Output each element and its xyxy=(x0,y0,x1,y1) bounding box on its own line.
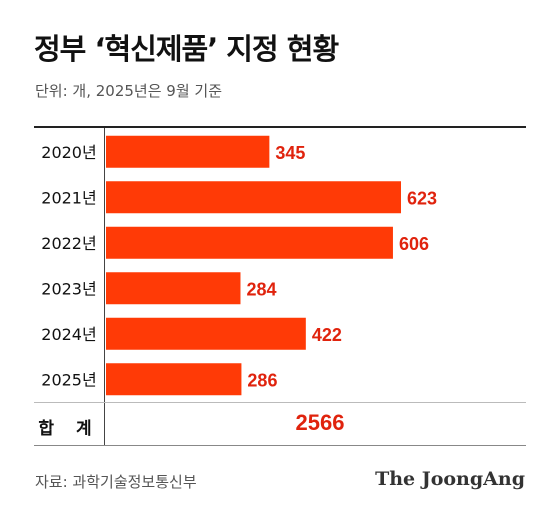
category-label: 2022년 xyxy=(41,234,96,253)
total-label: 합 계 xyxy=(38,419,100,439)
category-divider xyxy=(104,128,105,445)
source-note: 자료: 과학기술정보통신부 xyxy=(35,473,197,491)
bar xyxy=(106,317,306,350)
bar xyxy=(106,226,393,259)
bar-value-label: 286 xyxy=(247,370,277,390)
category-label: 2025년 xyxy=(41,370,96,389)
bar xyxy=(106,272,241,305)
bar-value-label: 422 xyxy=(312,325,342,345)
bottom-rule xyxy=(34,445,526,446)
category-label: 2021년 xyxy=(41,188,96,207)
bar-value-label: 606 xyxy=(399,234,429,254)
bar xyxy=(106,181,401,214)
category-label: 2023년 xyxy=(41,279,96,298)
bar-value-label: 284 xyxy=(246,279,276,299)
category-label: 2020년 xyxy=(41,143,96,162)
total-separator xyxy=(34,402,526,403)
chart-title: 정부 ‘혁신제품’ 지정 현황 xyxy=(34,32,339,66)
total-value: 2566 xyxy=(295,410,345,435)
bar xyxy=(106,135,270,168)
bar xyxy=(106,363,242,396)
bar-value-label: 623 xyxy=(407,188,437,208)
category-label: 2024년 xyxy=(41,325,96,344)
brand-logo: The JoongAng xyxy=(375,468,525,490)
top-rule xyxy=(34,126,526,128)
chart-subtitle: 단위: 개, 2025년은 9월 기준 xyxy=(35,82,223,100)
bar-value-label: 345 xyxy=(275,143,305,163)
